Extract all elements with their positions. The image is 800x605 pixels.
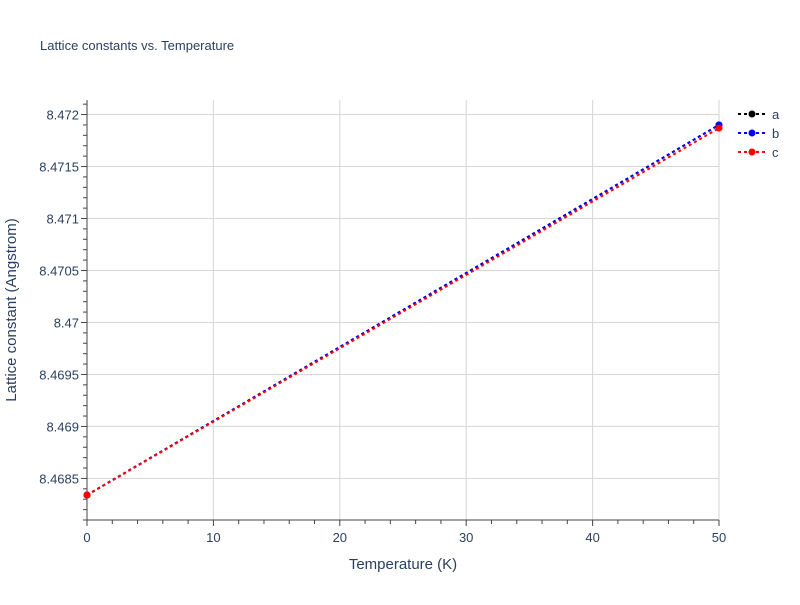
x-tick-label: 40 xyxy=(585,530,599,545)
y-tick-label: 8.47 xyxy=(54,315,79,330)
x-tick-label: 30 xyxy=(459,530,473,545)
x-tick-label: 10 xyxy=(206,530,220,545)
legend-label-c: c xyxy=(772,145,779,160)
axes: 0 10 20 30 40 50 8.4685 8.469 8.4695 8.47 8.4705 8.… xyxy=(39,100,726,545)
y-tick-label: 8.471 xyxy=(46,212,79,227)
x-tick-label: 0 xyxy=(83,530,90,545)
legend[interactable]: abc xyxy=(738,107,780,160)
y-tick-label: 8.4715 xyxy=(39,160,79,175)
y-tick-label: 8.472 xyxy=(46,108,79,123)
legend-marker-b xyxy=(748,129,756,137)
series-line-c xyxy=(86,127,720,496)
chart-title: Lattice constants vs. Temperature xyxy=(40,38,234,53)
x-tick-label: 20 xyxy=(333,530,347,545)
legend-label-b: b xyxy=(772,126,779,141)
x-tick-label: 50 xyxy=(712,530,726,545)
y-tick-label: 8.4695 xyxy=(39,367,79,382)
legend-marker-a xyxy=(748,110,756,118)
grid xyxy=(87,100,720,520)
series-group xyxy=(83,121,723,499)
y-tick-label: 8.4705 xyxy=(39,263,79,278)
legend-label-a: a xyxy=(772,107,780,122)
legend-marker-c xyxy=(748,148,756,156)
y-tick-label: 8.4685 xyxy=(39,471,79,486)
data-point-c xyxy=(715,124,723,132)
y-tick-label: 8.469 xyxy=(46,419,79,434)
x-axis-label: Temperature (K) xyxy=(349,556,457,573)
data-point-c xyxy=(83,491,91,499)
y-axis-label: Lattice constant (Angstrom) xyxy=(3,218,20,401)
